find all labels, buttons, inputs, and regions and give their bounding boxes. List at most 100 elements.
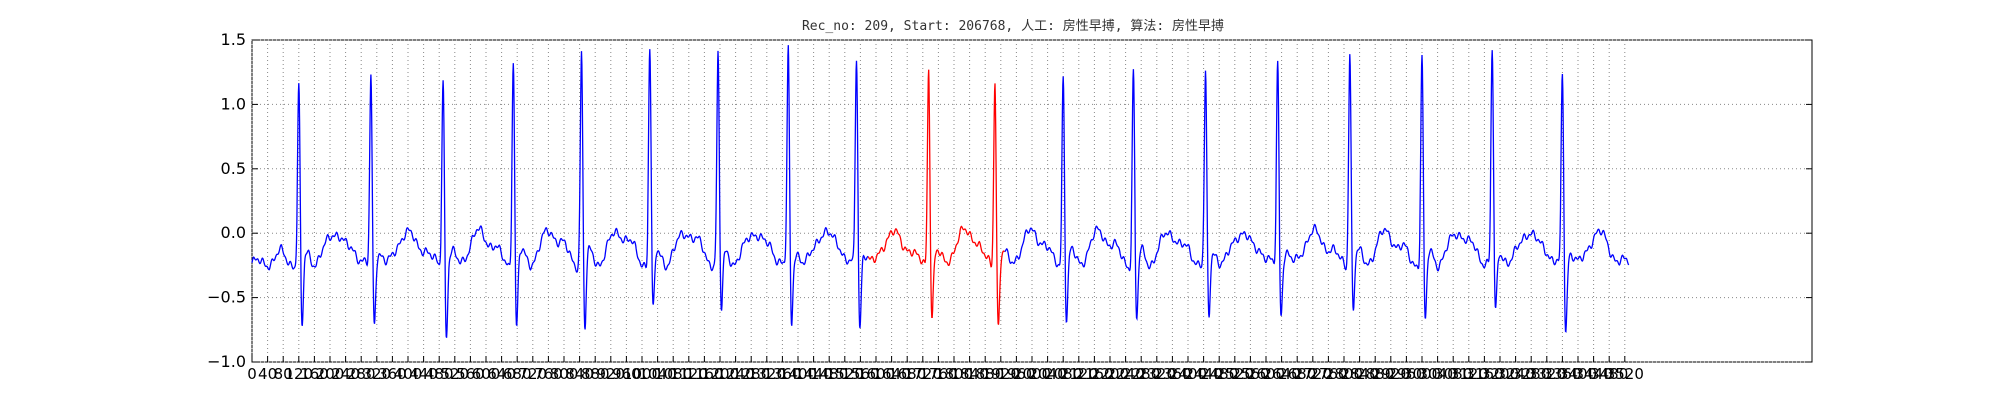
grid-lines xyxy=(251,39,1812,363)
x-tick-label: 1560 xyxy=(841,365,879,383)
x-tick-label: 3200 xyxy=(1481,365,1519,383)
x-tick-label: 3520 xyxy=(1606,365,1644,383)
x-tick-label: 2760 xyxy=(1309,365,1347,383)
ecg-series xyxy=(251,45,1630,338)
x-tick-label: 1240 xyxy=(717,365,755,383)
x-tick-label: 3120 xyxy=(1450,365,1488,383)
x-tick-label: 1720 xyxy=(904,365,942,383)
x-tick-label: 2640 xyxy=(1263,365,1301,383)
x-tick-label: 640 xyxy=(487,365,516,383)
x-tick-label: 40 xyxy=(258,365,277,383)
x-tick-label: 2360 xyxy=(1153,365,1191,383)
x-tick-label: 2440 xyxy=(1185,365,1223,383)
x-tick-label: 2920 xyxy=(1372,365,1410,383)
x-tick-label: 320 xyxy=(362,365,391,383)
x-tick-label: 880 xyxy=(581,365,610,383)
x-tick-label: 3160 xyxy=(1465,365,1503,383)
x-tick-label: 1840 xyxy=(951,365,989,383)
x-tick-label: 3360 xyxy=(1543,365,1581,383)
x-tick-label: 2680 xyxy=(1278,365,1316,383)
x-tick-label: 760 xyxy=(534,365,563,383)
x-tick-label: 2120 xyxy=(1060,365,1098,383)
x-tick-label: 680 xyxy=(503,365,532,383)
x-tick-label: 2800 xyxy=(1325,365,1363,383)
x-tick-label: 1680 xyxy=(888,365,926,383)
x-tick-label: 1040 xyxy=(639,365,677,383)
x-tick-label: 1400 xyxy=(779,365,817,383)
x-tick-label: 2280 xyxy=(1122,365,1160,383)
x-tick-label: 1360 xyxy=(763,365,801,383)
x-tick-label: 480 xyxy=(425,365,454,383)
x-tick-label: 920 xyxy=(596,365,625,383)
x-tick-label: 960 xyxy=(612,365,641,383)
x-tick-label: 1800 xyxy=(935,365,973,383)
x-tick-label: 3240 xyxy=(1497,365,1535,383)
y-tick-label: 0.0 xyxy=(221,223,246,242)
x-tick-label: 1200 xyxy=(701,365,739,383)
x-tick-label: 2560 xyxy=(1231,365,1269,383)
x-tick-label: 3440 xyxy=(1575,365,1613,383)
x-tick-label: 360 xyxy=(378,365,407,383)
x-axis: 0 408012016020024028032036040044048052056… xyxy=(247,356,1644,383)
x-tick-label: 1280 xyxy=(732,365,770,383)
x-tick-label: 2160 xyxy=(1075,365,1113,383)
x-tick-label: 1520 xyxy=(826,365,864,383)
x-tick-label: 2400 xyxy=(1169,365,1207,383)
x-tick-label: 720 xyxy=(518,365,547,383)
x-tick-label: 2960 xyxy=(1387,365,1425,383)
x-tick-label: 1600 xyxy=(857,365,895,383)
x-tick-label: 2720 xyxy=(1294,365,1332,383)
x-tick-label: 3080 xyxy=(1434,365,1472,383)
x-tick-label: 2200 xyxy=(1091,365,1129,383)
x-tick-label: 800 xyxy=(550,365,579,383)
x-tick-label: 3040 xyxy=(1419,365,1457,383)
y-axis: −1.0 −0.5 0.0 0.5 1.0 1.5 xyxy=(207,30,1812,371)
x-tick-label: 560 xyxy=(456,365,485,383)
x-tick-label: 2320 xyxy=(1138,365,1176,383)
x-tick-label: 280 xyxy=(347,365,376,383)
x-tick-label: 120 xyxy=(284,365,313,383)
x-tick-label: 1920 xyxy=(982,365,1020,383)
x-tick-label: 160 xyxy=(300,365,329,383)
x-tick-label: 1120 xyxy=(670,365,708,383)
y-tick-label: −1.0 xyxy=(207,352,246,371)
x-tick-label: 2080 xyxy=(1044,365,1082,383)
x-tick-label: 3000 xyxy=(1403,365,1441,383)
x-tick-label: 840 xyxy=(565,365,594,383)
x-tick-label: 3320 xyxy=(1528,365,1566,383)
chart-title: Rec_no: 209, Start: 206768, 人工: 房性早搏, 算法… xyxy=(802,18,1224,34)
x-tick-label: 3280 xyxy=(1512,365,1550,383)
x-tick-label: 1760 xyxy=(919,365,957,383)
ecg-line-normal xyxy=(251,45,869,338)
x-tick-label: 1000 xyxy=(623,365,661,383)
x-tick-label: 2600 xyxy=(1247,365,1285,383)
x-tick-label: 2000 xyxy=(1013,365,1051,383)
x-tick-label: 2480 xyxy=(1200,365,1238,383)
x-tick-label: 600 xyxy=(472,365,501,383)
x-tick-label: 1440 xyxy=(795,365,833,383)
y-tick-label: −0.5 xyxy=(207,288,246,307)
x-tick-label: 3480 xyxy=(1590,365,1628,383)
x-tick-label: 1480 xyxy=(810,365,848,383)
x-tick-label: 2240 xyxy=(1107,365,1145,383)
x-tick-label: 240 xyxy=(331,365,360,383)
x-tick-label: 1880 xyxy=(966,365,1004,383)
x-tick-label: 1160 xyxy=(685,365,723,383)
x-tick-label: 3400 xyxy=(1559,365,1597,383)
ecg-line-normal xyxy=(1004,50,1630,333)
x-tick-label: 520 xyxy=(440,365,469,383)
x-tick-label: 200 xyxy=(316,365,345,383)
x-tick-label: 440 xyxy=(409,365,438,383)
x-tick-label: 1960 xyxy=(997,365,1035,383)
x-tick-label: 1320 xyxy=(748,365,786,383)
x-tick-label: 400 xyxy=(394,365,423,383)
x-tick-label: 2880 xyxy=(1356,365,1394,383)
x-tick-label: 0 xyxy=(247,365,257,383)
x-tick-label: 2040 xyxy=(1029,365,1067,383)
x-tick-label: 2840 xyxy=(1341,365,1379,383)
y-tick-label: 0.5 xyxy=(221,159,246,178)
y-tick-label: 1.5 xyxy=(221,30,246,49)
ecg-line-highlight xyxy=(867,69,1005,325)
y-tick-label: 1.0 xyxy=(221,94,246,113)
